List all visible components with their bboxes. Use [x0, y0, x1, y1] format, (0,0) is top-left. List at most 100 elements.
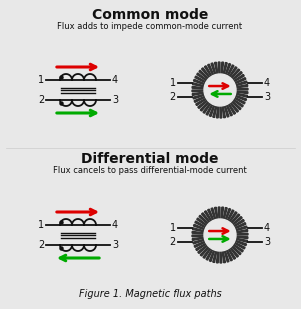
- Wedge shape: [194, 241, 206, 248]
- Wedge shape: [231, 69, 240, 79]
- Text: 2: 2: [38, 240, 44, 250]
- Wedge shape: [221, 207, 224, 219]
- Text: 2: 2: [170, 237, 176, 247]
- Wedge shape: [235, 240, 247, 246]
- Text: 4: 4: [112, 75, 118, 85]
- Wedge shape: [226, 104, 232, 116]
- Wedge shape: [208, 64, 214, 76]
- Wedge shape: [227, 65, 234, 76]
- Text: Figure 1. Magnetic flux paths: Figure 1. Magnetic flux paths: [79, 289, 221, 299]
- Wedge shape: [232, 72, 242, 80]
- Wedge shape: [222, 251, 225, 263]
- Wedge shape: [194, 79, 205, 85]
- Text: 3: 3: [264, 92, 270, 102]
- Wedge shape: [213, 105, 217, 117]
- Wedge shape: [198, 100, 208, 108]
- Wedge shape: [233, 219, 244, 227]
- Wedge shape: [193, 228, 205, 232]
- Wedge shape: [234, 242, 245, 249]
- Wedge shape: [198, 245, 208, 253]
- Wedge shape: [229, 212, 237, 222]
- Wedge shape: [224, 250, 229, 262]
- Wedge shape: [199, 70, 209, 79]
- Text: 2: 2: [38, 95, 44, 105]
- Wedge shape: [227, 210, 234, 221]
- Wedge shape: [206, 249, 213, 260]
- Wedge shape: [204, 66, 212, 77]
- Wedge shape: [204, 211, 212, 222]
- Wedge shape: [228, 248, 236, 259]
- Wedge shape: [192, 207, 248, 263]
- Text: Differential mode: Differential mode: [81, 152, 219, 166]
- Wedge shape: [216, 106, 219, 118]
- Wedge shape: [223, 208, 227, 220]
- Wedge shape: [231, 214, 240, 224]
- Wedge shape: [192, 231, 204, 234]
- Wedge shape: [234, 97, 245, 104]
- Text: Flux cancels to pass differential-mode current: Flux cancels to pass differential-mode c…: [53, 166, 247, 175]
- Wedge shape: [235, 238, 247, 242]
- Wedge shape: [195, 221, 206, 228]
- Wedge shape: [203, 248, 211, 258]
- Wedge shape: [202, 68, 210, 78]
- Wedge shape: [236, 91, 248, 94]
- Circle shape: [204, 74, 236, 106]
- Wedge shape: [192, 237, 204, 240]
- Text: 2: 2: [170, 92, 176, 102]
- Wedge shape: [234, 78, 246, 84]
- Text: 4: 4: [264, 223, 270, 233]
- Wedge shape: [222, 106, 225, 118]
- Text: Flux adds to impede common-mode current: Flux adds to impede common-mode current: [57, 22, 243, 31]
- Wedge shape: [200, 246, 209, 256]
- Wedge shape: [203, 103, 211, 113]
- Wedge shape: [211, 208, 216, 220]
- Text: 3: 3: [112, 95, 118, 105]
- Wedge shape: [193, 94, 205, 99]
- Wedge shape: [209, 105, 215, 116]
- Wedge shape: [230, 247, 238, 257]
- Wedge shape: [225, 63, 231, 75]
- Wedge shape: [206, 104, 213, 115]
- Wedge shape: [229, 67, 237, 77]
- Text: 1: 1: [170, 223, 176, 233]
- Wedge shape: [193, 239, 205, 244]
- Wedge shape: [202, 213, 210, 223]
- Wedge shape: [232, 217, 242, 225]
- Wedge shape: [218, 207, 220, 219]
- Wedge shape: [234, 222, 246, 229]
- Wedge shape: [197, 218, 207, 226]
- Wedge shape: [236, 233, 248, 235]
- Wedge shape: [236, 88, 248, 90]
- Wedge shape: [223, 62, 227, 74]
- Wedge shape: [236, 85, 248, 88]
- Wedge shape: [233, 99, 243, 107]
- Wedge shape: [200, 101, 209, 111]
- Wedge shape: [211, 63, 216, 75]
- Wedge shape: [225, 209, 231, 220]
- Wedge shape: [213, 251, 217, 262]
- Wedge shape: [216, 251, 219, 263]
- Wedge shape: [192, 62, 248, 118]
- Text: 1: 1: [170, 78, 176, 88]
- Wedge shape: [196, 98, 207, 106]
- Text: 1: 1: [38, 75, 44, 85]
- Wedge shape: [235, 81, 247, 86]
- Circle shape: [204, 219, 236, 251]
- Wedge shape: [231, 100, 241, 110]
- Wedge shape: [194, 224, 205, 230]
- Wedge shape: [233, 74, 244, 82]
- Wedge shape: [233, 244, 243, 252]
- Wedge shape: [221, 62, 224, 74]
- Wedge shape: [209, 250, 215, 261]
- Wedge shape: [235, 95, 247, 101]
- Wedge shape: [220, 251, 222, 263]
- Wedge shape: [192, 235, 204, 237]
- Text: 1: 1: [38, 220, 44, 230]
- Wedge shape: [235, 93, 247, 97]
- Wedge shape: [220, 106, 222, 118]
- Wedge shape: [215, 62, 218, 74]
- Wedge shape: [197, 73, 207, 81]
- Wedge shape: [194, 96, 206, 102]
- Wedge shape: [196, 243, 207, 251]
- Wedge shape: [224, 105, 229, 117]
